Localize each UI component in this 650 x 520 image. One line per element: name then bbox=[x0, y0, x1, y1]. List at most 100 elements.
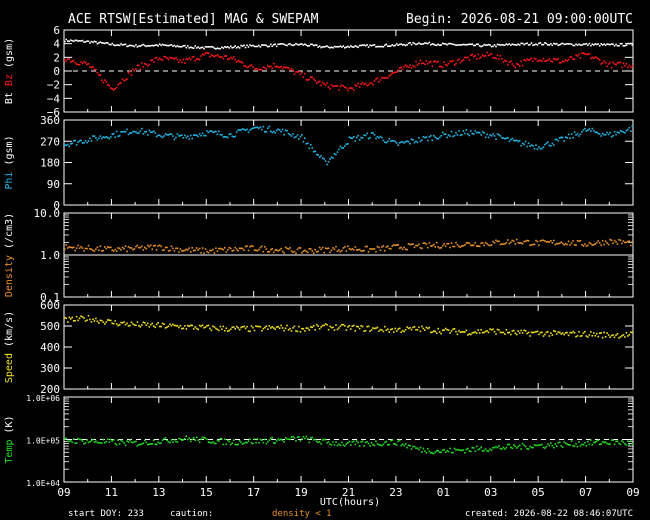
temp-data-point bbox=[112, 438, 115, 441]
speed-data-point bbox=[186, 324, 189, 327]
mag-data-point bbox=[379, 79, 382, 81]
temp-data-point bbox=[418, 448, 420, 451]
density-data-point bbox=[126, 250, 128, 253]
mag-data-point bbox=[378, 45, 380, 48]
density-data-point bbox=[320, 248, 322, 251]
mag-data-point bbox=[536, 44, 539, 46]
mag-data-point bbox=[315, 82, 318, 84]
mag-data-point bbox=[437, 43, 440, 46]
mag-data-point bbox=[167, 58, 170, 61]
speed-data-point bbox=[370, 329, 373, 331]
speed-data-point bbox=[301, 327, 303, 330]
density-data-point bbox=[592, 243, 595, 246]
mag-data-point bbox=[295, 71, 297, 73]
temp-data-point bbox=[548, 444, 551, 447]
density-data-point bbox=[412, 243, 414, 245]
temp-data-point bbox=[477, 448, 480, 451]
mag-data-point bbox=[321, 81, 324, 84]
mag-data-point bbox=[333, 85, 336, 87]
mag-data-point bbox=[536, 60, 539, 63]
temp-data-point bbox=[545, 445, 548, 448]
mag-data-point bbox=[184, 44, 186, 47]
temp-data-point bbox=[474, 450, 477, 453]
density-data-point bbox=[172, 247, 174, 250]
density-data-point bbox=[338, 249, 340, 251]
mag-tick-label: 4 bbox=[53, 38, 60, 51]
speed-data-point bbox=[468, 333, 471, 335]
density-data-point bbox=[229, 247, 232, 250]
x-tick-label: 19 bbox=[294, 486, 307, 499]
phi-data-point bbox=[622, 131, 625, 133]
phi-data-point bbox=[69, 143, 72, 145]
temp-data-point bbox=[456, 448, 459, 451]
speed-data-point bbox=[320, 326, 322, 328]
mag-data-point bbox=[511, 63, 514, 65]
density-data-point bbox=[459, 246, 462, 248]
speed-data-point bbox=[292, 327, 294, 329]
density-data-point bbox=[515, 238, 518, 241]
phi-data-point bbox=[324, 160, 327, 162]
speed-data-point bbox=[435, 332, 438, 335]
temp-data-point bbox=[243, 442, 245, 445]
mag-data-point bbox=[275, 65, 278, 68]
mag-data-point bbox=[192, 47, 195, 49]
mag-data-point bbox=[216, 53, 219, 56]
speed-data-point bbox=[222, 325, 225, 328]
temp-data-point bbox=[404, 443, 407, 445]
mag-data-point bbox=[630, 66, 632, 69]
speed-data-point bbox=[78, 317, 81, 320]
density-data-point bbox=[167, 250, 170, 252]
phi-data-point bbox=[409, 142, 411, 145]
temp-data-point bbox=[301, 438, 303, 440]
speed-data-point bbox=[149, 323, 152, 326]
mag-data-point bbox=[90, 66, 93, 69]
temp-data-point bbox=[567, 443, 570, 446]
mag-data-point bbox=[372, 44, 374, 47]
mag-data-point bbox=[369, 44, 371, 47]
mag-data-point bbox=[136, 64, 139, 67]
speed-data-point bbox=[104, 323, 106, 325]
phi-data-point bbox=[249, 129, 251, 131]
density-data-point bbox=[475, 245, 478, 247]
temp-data-point bbox=[604, 441, 607, 443]
mag-data-point bbox=[622, 62, 625, 65]
mag-data-point bbox=[278, 66, 281, 69]
speed-data-point bbox=[347, 326, 349, 328]
speed-data-point bbox=[471, 332, 474, 334]
mag-data-point bbox=[109, 43, 112, 46]
phi-data-point bbox=[425, 136, 428, 138]
mag-data-point bbox=[215, 54, 217, 57]
mag-data-point bbox=[367, 84, 370, 86]
mag-data-point bbox=[255, 68, 257, 70]
phi-data-point bbox=[216, 133, 219, 136]
mag-data-point bbox=[176, 58, 179, 61]
temp-data-point bbox=[339, 444, 342, 447]
density-data-point bbox=[121, 246, 124, 249]
mag-data-point bbox=[548, 57, 551, 60]
density-data-point bbox=[631, 241, 634, 243]
temp-data-point bbox=[210, 442, 213, 444]
mag-data-point bbox=[158, 43, 161, 45]
speed-data-point bbox=[449, 332, 451, 334]
phi-data-point bbox=[515, 139, 518, 142]
density-data-point bbox=[114, 248, 116, 251]
mag-data-point bbox=[352, 46, 355, 48]
mag-data-point bbox=[118, 82, 121, 85]
speed-data-point bbox=[421, 325, 423, 328]
density-data-point bbox=[314, 248, 317, 251]
phi-data-point bbox=[64, 144, 66, 146]
density-data-point bbox=[424, 242, 426, 244]
temp-data-point bbox=[627, 440, 629, 443]
temp-data-point bbox=[271, 436, 274, 439]
density-data-point bbox=[118, 247, 121, 250]
speed-data-point bbox=[175, 324, 177, 327]
density-data-point bbox=[450, 242, 453, 244]
density-data-point bbox=[109, 246, 112, 249]
speed-data-point bbox=[504, 333, 506, 335]
mag-data-point bbox=[142, 43, 145, 46]
speed-data-point bbox=[160, 325, 162, 328]
density-data-point bbox=[392, 244, 395, 246]
density-data-point bbox=[240, 247, 242, 250]
mag-data-point bbox=[518, 65, 521, 67]
mag-data-point bbox=[551, 60, 554, 63]
